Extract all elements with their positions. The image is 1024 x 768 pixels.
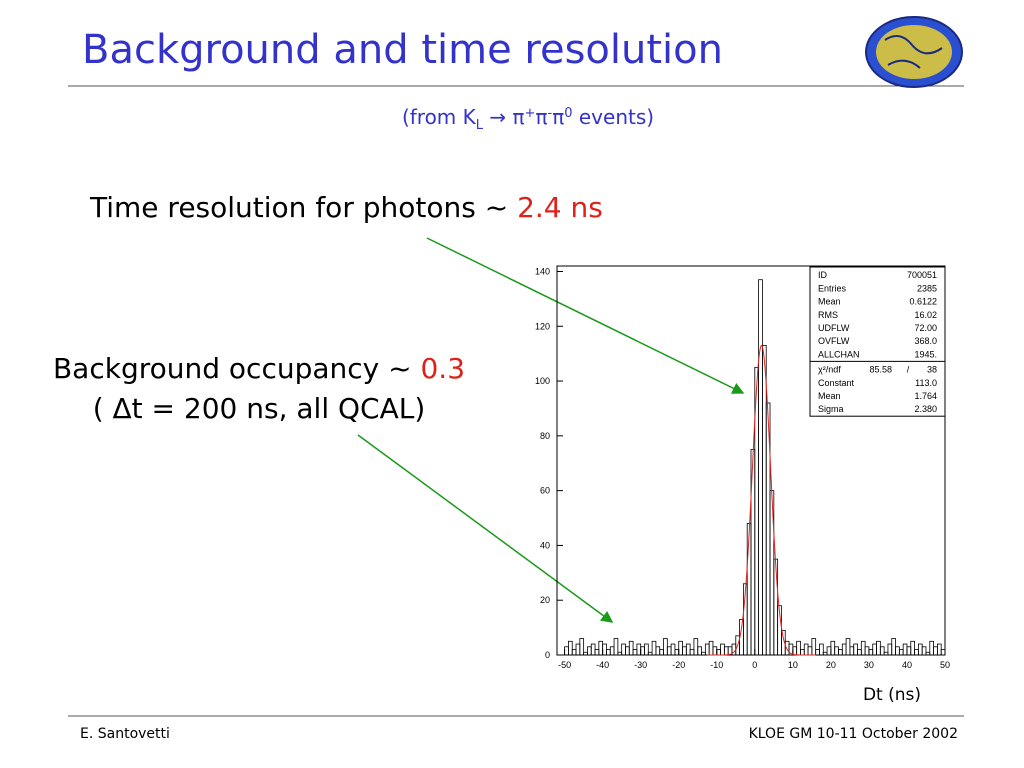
histogram-bar [921,646,927,656]
histogram-bar [613,638,619,656]
histogram-bar [568,640,573,656]
statement: Time resolution for photons ~ 2.4 ns [89,191,603,224]
histogram-bar [819,643,824,656]
fit-param-name: Sigma [818,404,844,414]
fit-param-value: 113.0 [915,378,937,388]
footer-left: E. Santovetti [80,726,170,742]
fit-param-value: 1.764 [914,391,937,401]
subtitle-part: (from K [402,105,477,129]
fit-ndf: 38 [927,365,937,375]
x-tick-label: 10 [788,660,798,670]
fit-chi2-name: χ²/ndf [818,365,841,375]
y-tick-label: 100 [535,376,550,386]
stats-name: OVFLW [818,336,850,346]
statement-highlight: 0.3 [420,352,465,385]
statement: Background occupancy ~ 0.3 [53,352,465,385]
subtitle: (from KL → π+π-π0 events) [402,105,654,133]
y-tick-label: 0 [545,650,550,660]
stats-box [809,266,946,417]
x-tick-label: -20 [672,660,685,670]
histogram-bar [628,640,634,656]
footer-right: KLOE GM 10-11 October 2002 [749,726,958,742]
statement-line: ( Δt = 200 ns, all QCAL) [93,392,426,425]
statement-highlight: 2.4 ns [517,191,603,224]
stats-name: RMS [818,310,838,320]
statement-text: Time resolution for photons ~ [89,191,517,224]
y-tick-label: 120 [535,321,550,331]
y-tick-label: 60 [540,486,550,496]
x-tick-label: 40 [902,660,912,670]
arrow [426,237,745,394]
stats-name: UDFLW [818,323,850,333]
subtitle-sup: - [547,106,552,121]
title: Background and time resolution [82,27,723,73]
x-tick-label: -30 [634,660,647,670]
x-tick-label: -10 [710,660,723,670]
subtitle-sup: + [525,106,536,121]
fit-slash: / [907,365,910,375]
stats-name: Entries [818,283,847,293]
y-tick-label: 20 [540,595,550,605]
histogram-chart: 0 20 40 60 80 100 120 140 -50 -40 -30 -20 -10 0 10 20 30… [535,265,950,670]
stats-name: ALLCHAN [818,349,860,359]
statement-text: Background occupancy ~ [53,352,421,385]
stats-value: 72.00 [914,323,937,333]
histogram-bar [940,649,946,656]
subtitle-part: π [535,105,547,129]
histogram-bar [644,643,649,656]
histogram-bar [697,646,702,656]
stats-value: 0.6122 [909,297,937,307]
subtitle-part: events) [573,105,655,129]
x-tick-label: 50 [940,660,950,670]
stats-value: 368.0 [914,336,937,346]
x-tick-label: 20 [826,660,836,670]
subtitle-sub: L [476,118,484,133]
stats-name: Mean [818,297,841,307]
y-tick-label: 40 [540,540,550,550]
stats-value: 700051 [907,270,937,280]
y-tick-label: 80 [540,431,550,441]
stats-value: 16.02 [914,310,937,320]
x-tick-label: 30 [864,660,874,670]
fit-curve [707,344,816,656]
fit-chi2: 85.58 [869,365,892,375]
y-tick-label: 140 [535,266,550,276]
stats-value: 2385 [917,283,937,293]
histogram-bar [579,638,585,656]
x-axis-label: Dt (ns) [863,685,921,705]
fit-param-value: 2.380 [914,404,937,414]
histogram-bar [910,640,915,656]
stats-name: ID [818,270,828,280]
stats-value: 1945. [914,349,937,359]
subtitle-part: → π [483,105,525,129]
x-tick-label: -40 [596,660,609,670]
arrow [357,434,614,623]
subtitle-sup: 0 [564,106,572,121]
histogram-bar [879,646,885,656]
logo [865,16,963,88]
fit-param-name: Constant [818,378,855,388]
x-tick-label: 0 [752,660,757,670]
fit-param-name: Mean [818,391,841,401]
x-tick-label: -50 [558,660,571,670]
subtitle-part: π [552,105,564,129]
